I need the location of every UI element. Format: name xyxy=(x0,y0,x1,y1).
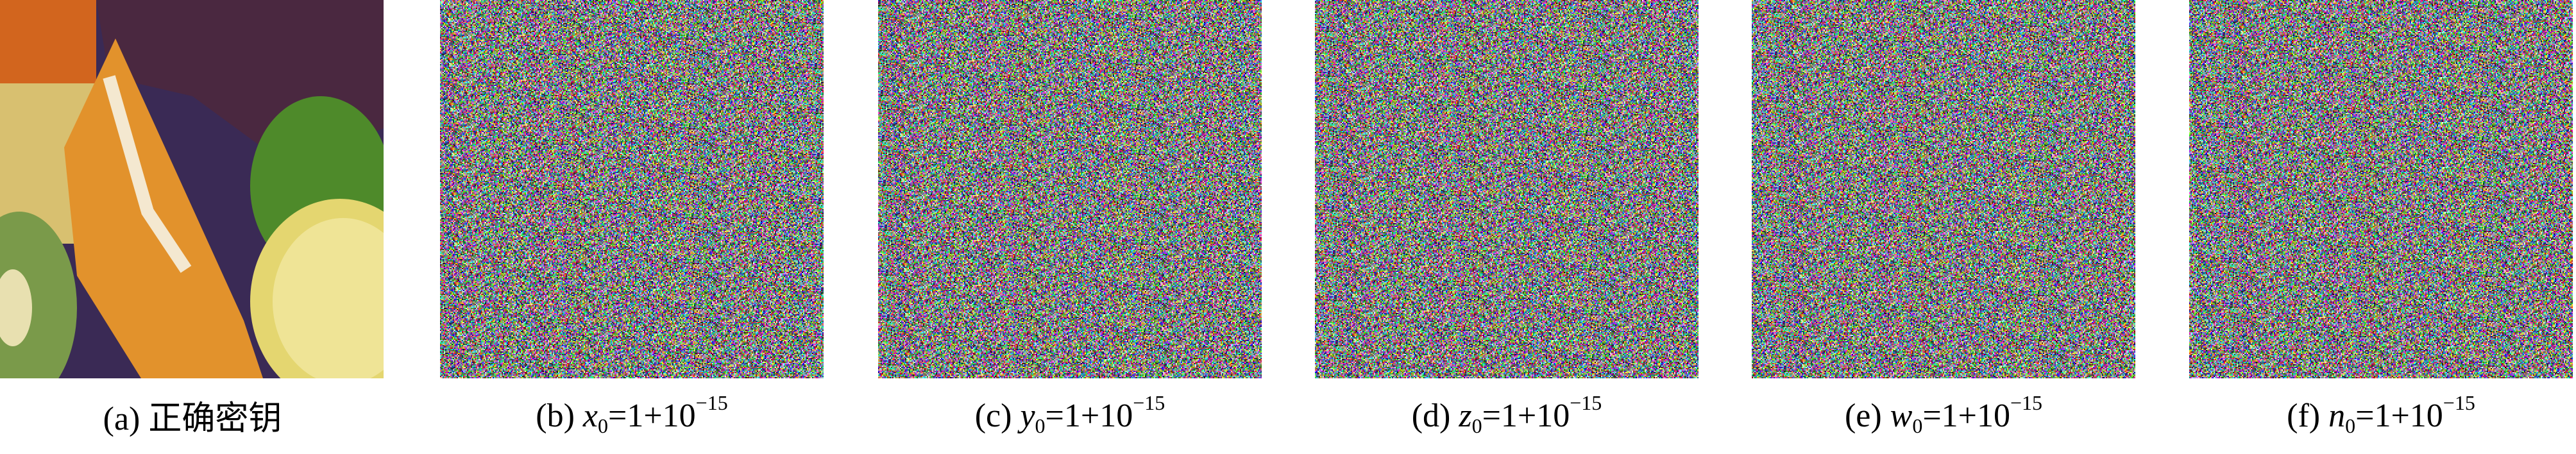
decrypted-image-c xyxy=(878,0,1262,378)
noise-image xyxy=(1752,0,2135,378)
caption-f: (f) n0=1+10−15 xyxy=(2157,391,2576,438)
caption-eq: =1+10 xyxy=(1922,398,2010,434)
caption-var: y xyxy=(1020,398,1035,434)
caption-sub: 0 xyxy=(2345,414,2356,437)
caption-exp: −15 xyxy=(1570,391,1602,414)
caption-var: w xyxy=(1890,398,1913,434)
original-image-panel xyxy=(0,0,384,378)
caption-exp: −15 xyxy=(695,391,728,414)
decrypted-image-f xyxy=(2189,0,2573,378)
fruit-photo xyxy=(0,0,384,378)
caption-d: (d) z0=1+10−15 xyxy=(1282,391,1731,438)
caption-var: n xyxy=(2328,398,2346,434)
decrypted-image-d xyxy=(1315,0,1699,378)
caption-sub: 0 xyxy=(1035,414,1046,437)
noise-image xyxy=(2189,0,2573,378)
caption-c: (c) y0=1+10−15 xyxy=(845,391,1294,438)
caption-label: (b) xyxy=(536,398,575,434)
caption-eq: =1+10 xyxy=(1482,398,1570,434)
caption-label: (f) xyxy=(2287,398,2321,434)
caption-var: z xyxy=(1459,398,1472,434)
caption-b: (b) x0=1+10−15 xyxy=(407,391,856,438)
caption-eq: =1+10 xyxy=(608,398,696,434)
noise-image xyxy=(440,0,824,378)
caption-text: 正确密钥 xyxy=(148,401,282,437)
caption-label: (d) xyxy=(1411,398,1451,434)
caption-sub: 0 xyxy=(1471,414,1482,437)
decrypted-image-b xyxy=(440,0,824,378)
caption-sub: 0 xyxy=(598,414,609,437)
caption-exp: −15 xyxy=(2443,391,2475,414)
noise-image xyxy=(878,0,1262,378)
decrypted-image-e xyxy=(1752,0,2135,378)
caption-var: x xyxy=(582,398,598,434)
caption-label: (e) xyxy=(1844,398,1882,434)
noise-image xyxy=(1315,0,1699,378)
caption-label: (a) xyxy=(103,401,140,437)
caption-label: (c) xyxy=(974,398,1012,434)
caption-exp: −15 xyxy=(2010,391,2043,414)
caption-sub: 0 xyxy=(1912,414,1923,437)
caption-e: (e) w0=1+10−15 xyxy=(1719,391,2168,438)
caption-eq: =1+10 xyxy=(2355,398,2443,434)
caption-exp: −15 xyxy=(1133,391,1165,414)
caption-eq: =1+10 xyxy=(1045,398,1133,434)
caption-a: (a) 正确密钥 xyxy=(0,391,417,439)
